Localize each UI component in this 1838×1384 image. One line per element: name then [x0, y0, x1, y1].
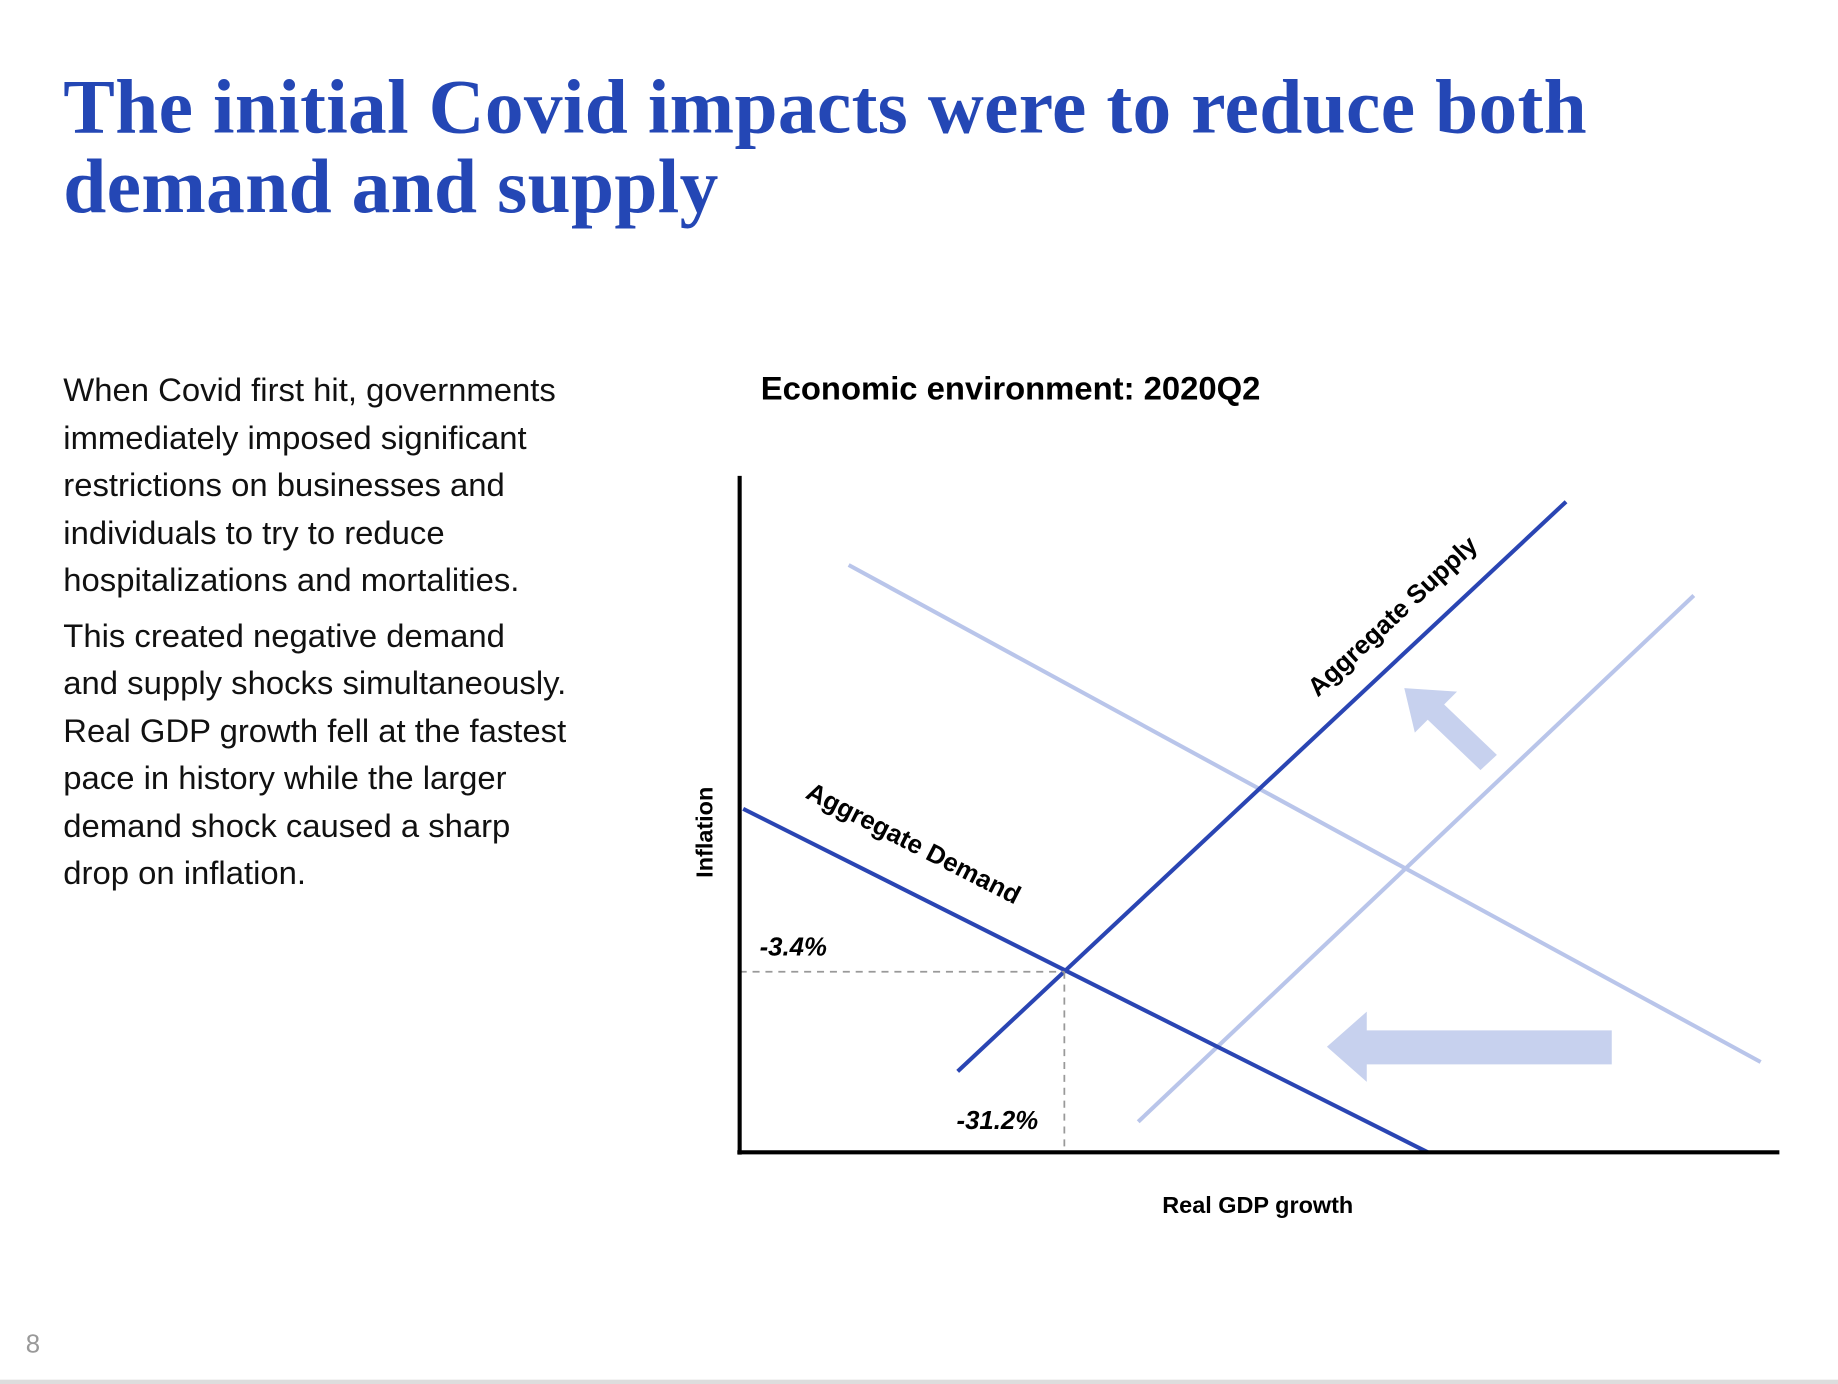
paragraph: When Covid first hit, governments immedi…: [63, 371, 556, 598]
shift-arrow: [1326, 1011, 1612, 1082]
new-demand-line: [847, 563, 1762, 1064]
inflation-value-label: -3.4%: [760, 933, 827, 961]
bottom-rule: [0, 1379, 1838, 1384]
shift-arrow: [1404, 688, 1497, 771]
diagram-title: Economic environment: 2020Q2: [761, 370, 1261, 407]
y-axis-label: Inflation: [692, 787, 718, 878]
supply-line: [956, 500, 1568, 1073]
supply-label: Aggregate Supply: [1303, 531, 1484, 702]
body-text: When Covid first hit, governments immedi…: [63, 367, 567, 906]
old-supply-line: [1136, 593, 1696, 1124]
slide-title: The initial Covid impacts were to reduce…: [63, 64, 1587, 230]
demand-line: [742, 806, 1429, 1155]
gdp-value-label: -31.2%: [957, 1107, 1039, 1135]
demand-label: Aggregate Demand: [802, 778, 1025, 910]
x-axis-label: Real GDP growth: [1162, 1192, 1353, 1218]
paragraph: This created negative demand and supply …: [63, 617, 567, 891]
title-line: demand and supply: [63, 144, 719, 230]
page-number: 8: [25, 1329, 41, 1359]
title-line: The initial Covid impacts were to reduce…: [63, 64, 1587, 151]
